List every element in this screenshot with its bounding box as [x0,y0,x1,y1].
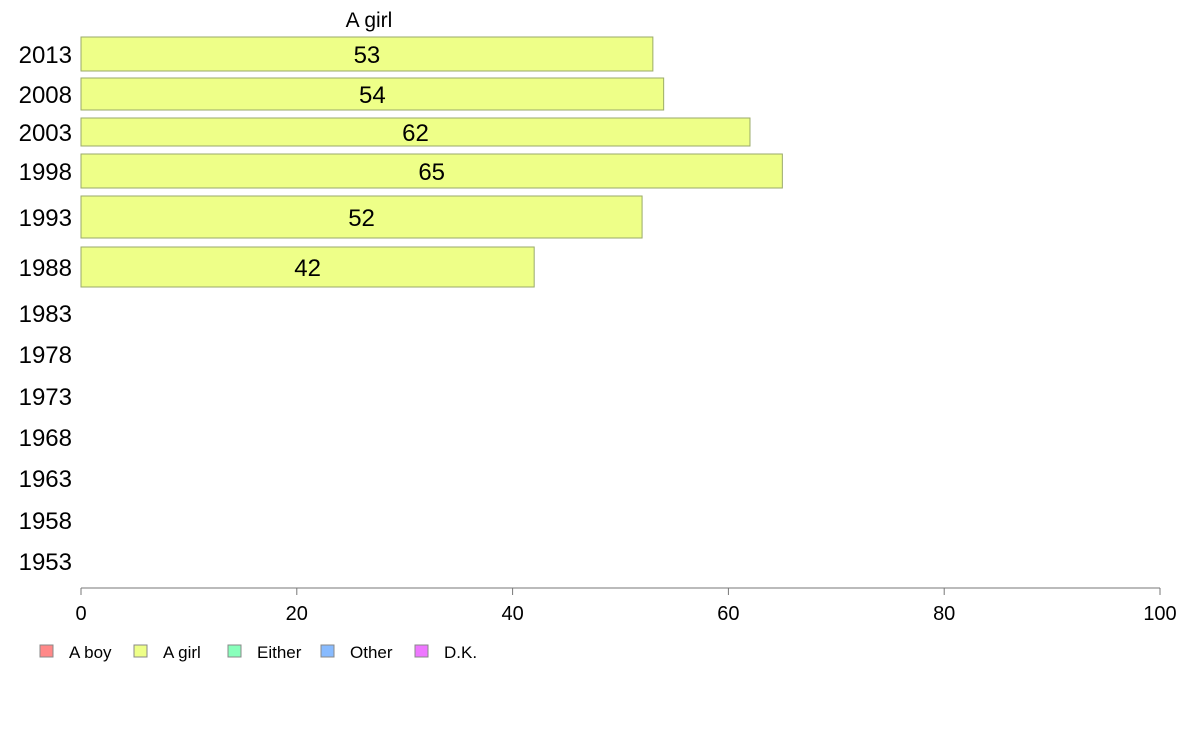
bar [80,246,535,288]
y-tick-label: 1973 [19,384,72,411]
y-tick-label: 1958 [19,508,72,535]
y-tick-label: 2013 [19,42,72,69]
y-tick-label: 1968 [19,425,72,452]
legend-item: A boy [39,643,112,662]
bars-group: 53 54 62 65 52 42 [80,36,783,288]
legend-label: Either [257,643,302,662]
x-tick-label: 80 [933,603,955,625]
x-axis: 0 20 40 60 80 100 [75,587,1177,625]
x-tick-label: 40 [501,603,523,625]
y-tick-label: 1953 [19,549,72,576]
y-tick-label: 1983 [19,301,72,328]
legend-label: A girl [163,643,201,662]
legend-label: Other [350,643,393,662]
legend-label: A boy [69,643,112,662]
y-tick-label: 1978 [19,342,72,369]
legend-item: Other [320,643,393,662]
x-tick-label: 60 [717,603,739,625]
y-tick-label: 1988 [19,255,72,282]
x-tick-label: 0 [75,603,86,625]
data-label: 53 [354,42,381,69]
x-tick-label: 100 [1143,603,1176,625]
y-tick-label: 1998 [19,159,72,186]
y-tick-label: 2003 [19,120,72,147]
bar [80,36,654,72]
x-tick-label: 20 [286,603,308,625]
legend-item: D.K. [414,643,477,662]
data-label: 62 [402,120,429,147]
data-label: 54 [359,82,386,109]
legend-swatch [227,644,242,658]
chart-title: A girl [346,9,393,32]
y-axis-labels: 2013 2008 2003 1998 1993 1988 1983 1978 1973 1968… [19,42,72,576]
legend-swatch [133,644,148,658]
bar [80,195,643,239]
y-tick-label: 1963 [19,466,72,493]
y-tick-label: 1993 [19,205,72,232]
y-tick-label: 2008 [19,82,72,109]
legend: A boy A girl Either Other D.K. [39,643,477,662]
bar [80,153,783,189]
data-label: 42 [294,255,321,282]
legend-label: D.K. [444,643,477,662]
legend-item: Either [227,643,302,662]
data-label: 52 [348,205,375,232]
legend-swatch [39,644,54,658]
bar [80,77,665,111]
legend-swatch [320,644,335,658]
data-label: 65 [418,159,445,186]
legend-item: A girl [133,643,201,662]
legend-swatch [414,644,429,658]
bar [80,117,751,147]
